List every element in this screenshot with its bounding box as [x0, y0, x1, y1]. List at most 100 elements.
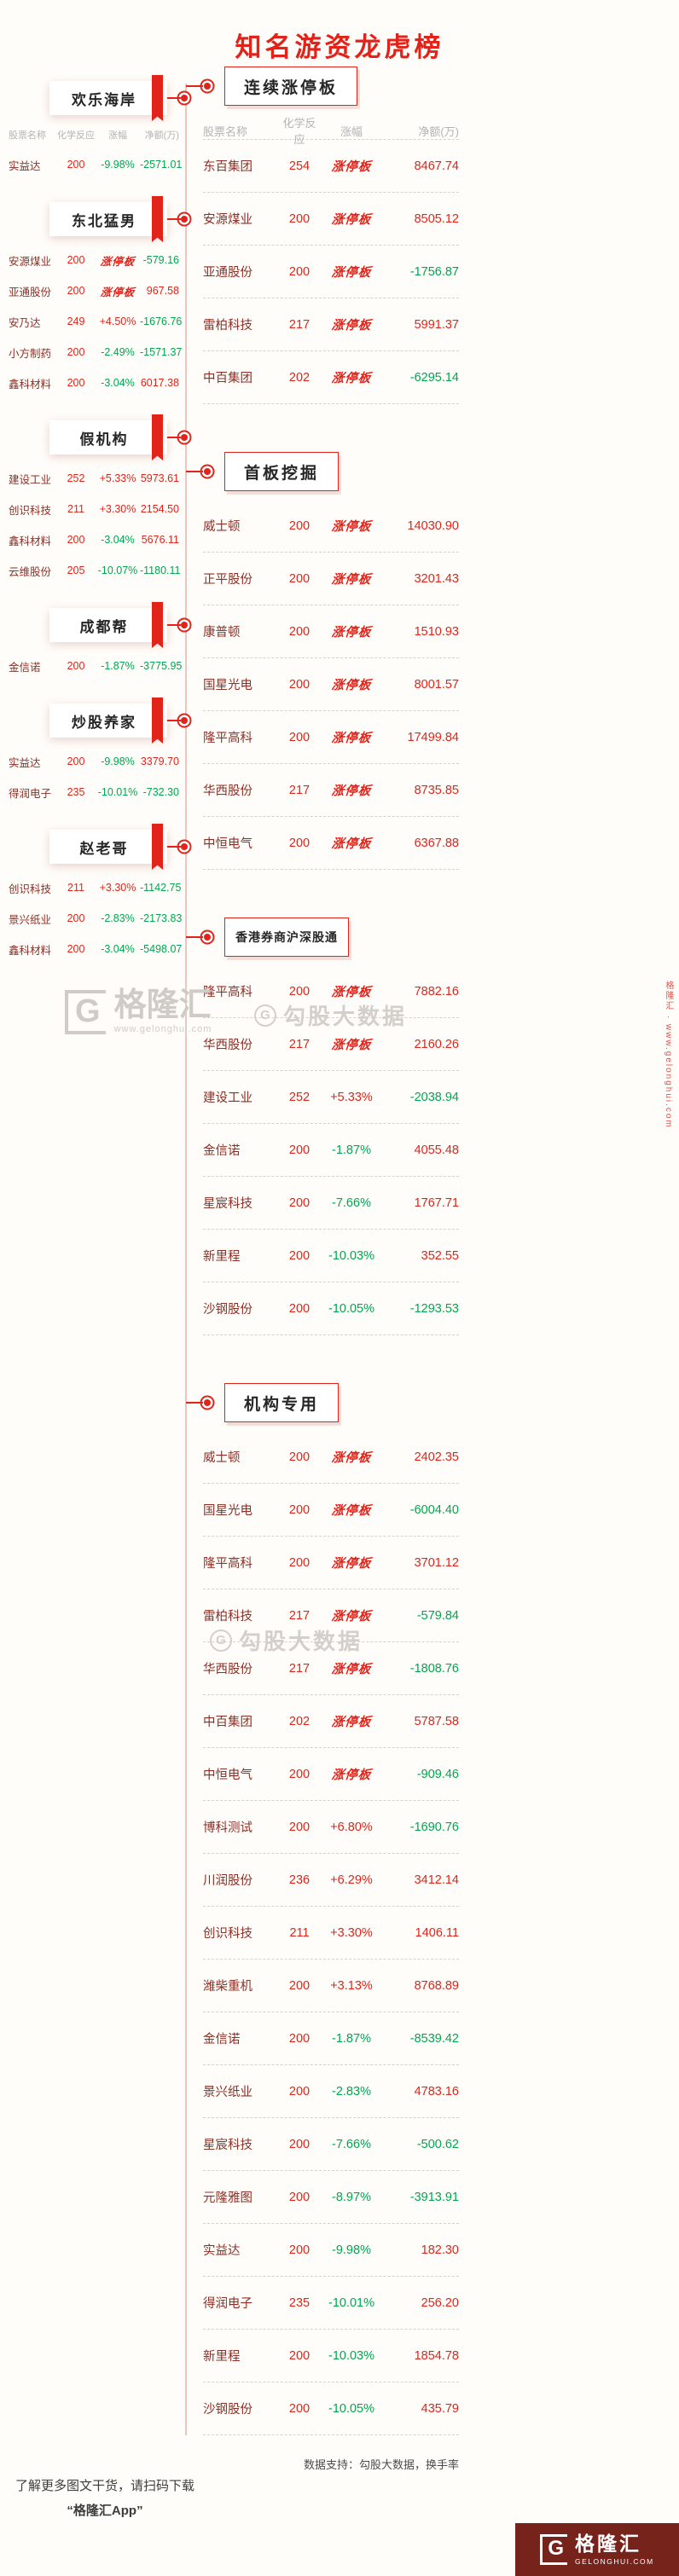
- limit-up-badge: 涨停板: [330, 837, 372, 851]
- chemical-reaction-value: 249: [67, 315, 85, 327]
- chemical-reaction-value: 200: [67, 534, 85, 546]
- change-value: +5.33%: [330, 1090, 373, 1104]
- chemical-reaction-value: 200: [288, 2190, 310, 2204]
- change-cell: -1.87%: [96, 660, 140, 672]
- stock-name: 隆平高科: [203, 986, 252, 999]
- stock-name: 云维股份: [9, 565, 52, 578]
- gelonghui-g-icon: G: [540, 2534, 567, 2565]
- stock-name: 金信诺: [9, 661, 41, 674]
- section-header: 假机构: [49, 414, 188, 460]
- left-section: 炒股养家 实益达 200 -9.98% 3379.70 得润电子 235 -10.01% -73…: [9, 698, 188, 808]
- stock-name: 得润电子: [9, 787, 52, 800]
- change-cell: +3.30%: [321, 1926, 382, 1940]
- stock-row: 创识科技 211 +3.30% 1406.11: [203, 1907, 459, 1959]
- stock-row: 景兴纸业 200 -2.83% -2173.83: [9, 903, 182, 934]
- column-headers: 股票名称 化学反应 涨幅 净额(万): [203, 114, 459, 146]
- limit-up-badge: 涨停板: [330, 679, 372, 692]
- change-value: -1.87%: [332, 2031, 371, 2046]
- stock-row: 创识科技 211 +3.30% 2154.50: [9, 494, 179, 524]
- net-amount: 6367.88: [414, 836, 459, 850]
- chemical-reaction-value: 200: [288, 677, 310, 692]
- net-amount: -579.84: [416, 1608, 459, 1623]
- connector-node-icon: [181, 717, 188, 724]
- change-value: -10.05%: [328, 1301, 374, 1316]
- chemical-reaction-value: 211: [67, 882, 84, 894]
- change-cell: 涨停板: [321, 1448, 382, 1466]
- change-value: -9.98%: [101, 159, 135, 171]
- chemical-reaction-value: 200: [288, 984, 310, 999]
- chemical-reaction-value: 200: [67, 943, 85, 955]
- limit-up-badge: 涨停板: [330, 213, 372, 227]
- net-amount: -5498.07: [140, 943, 183, 955]
- stock-row: 华西股份 217 涨停板 2160.26: [203, 1018, 459, 1071]
- stock-name: 正平股份: [203, 573, 252, 587]
- change-value: -10.03%: [328, 2348, 374, 2363]
- stock-name: 国星光电: [203, 679, 252, 692]
- change-cell: -7.66%: [321, 1196, 382, 1210]
- change-cell: -3.04%: [96, 377, 140, 389]
- stock-name: 鑫科材料: [9, 944, 52, 957]
- chemical-reaction-value: 205: [67, 564, 85, 576]
- change-cell: 涨停板: [321, 834, 382, 852]
- column-header: 股票名称: [203, 124, 248, 138]
- chemical-reaction-value: 200: [288, 2243, 310, 2257]
- column-header: 涨幅: [340, 124, 363, 138]
- chemical-reaction-value: 200: [67, 346, 85, 358]
- chemical-reaction-value: 252: [288, 1090, 310, 1104]
- net-amount: 8001.57: [414, 677, 459, 692]
- promo-line2: “格隆汇App”: [67, 2503, 143, 2518]
- chemical-reaction-value: 200: [67, 660, 85, 672]
- change-value: -10.03%: [328, 1248, 374, 1263]
- chemical-reaction-value: 235: [67, 786, 85, 798]
- stock-row: 潍柴重机 200 +3.13% 8768.89: [203, 1959, 459, 2012]
- net-amount: -1293.53: [409, 1301, 459, 1316]
- change-cell: 涨停板: [321, 622, 382, 640]
- ribbon-flag-icon: [152, 824, 163, 870]
- change-value: -2.83%: [332, 2084, 371, 2098]
- net-amount: 4055.48: [414, 1143, 459, 1157]
- net-amount: -1808.76: [409, 1661, 459, 1676]
- net-amount: -1690.76: [409, 1820, 459, 1834]
- stock-row: 创识科技 211 +3.30% -1142.75: [9, 872, 181, 903]
- stock-name: 新里程: [203, 1250, 241, 1264]
- change-cell: 涨停板: [321, 1765, 382, 1783]
- change-value: -10.01%: [328, 2295, 374, 2310]
- net-amount: 967.58: [146, 285, 179, 297]
- stock-row: 雷柏科技 217 涨停板 -579.84: [203, 1589, 459, 1642]
- chemical-reaction-value: 200: [288, 1450, 310, 1464]
- limit-up-badge: 涨停板: [330, 1039, 372, 1052]
- stock-row: 实益达 200 -9.98% 182.30: [203, 2224, 459, 2277]
- stock-name: 东百集团: [203, 160, 252, 174]
- connector-node-icon: [204, 83, 211, 90]
- left-section: 成都帮 金信诺 200 -1.87% -3775.95: [9, 602, 188, 681]
- stock-name: 新里程: [203, 2350, 241, 2364]
- chemical-reaction-value: 200: [67, 755, 85, 767]
- stock-name: 金信诺: [203, 1144, 241, 1158]
- chemical-reaction-value: 211: [67, 503, 84, 515]
- change-cell: -10.03%: [321, 2349, 382, 2363]
- change-cell: 涨停板: [321, 1501, 382, 1519]
- column-header: 化学反应: [57, 130, 95, 141]
- stock-row: 星宸科技 200 -7.66% 1767.71: [203, 1177, 459, 1230]
- limit-up-badge: 涨停板: [330, 319, 372, 333]
- change-cell: +6.29%: [321, 1873, 382, 1887]
- limit-up-badge: 涨停板: [330, 1663, 372, 1676]
- connector-node-icon: [181, 95, 188, 101]
- change-cell: 涨停板: [96, 283, 140, 299]
- change-value: +5.33%: [99, 472, 136, 484]
- stock-name: 创识科技: [9, 883, 52, 895]
- chemical-reaction-value: 202: [288, 370, 310, 385]
- chemical-reaction-value: 217: [288, 1661, 310, 1676]
- stock-row: 建设工业 252 +5.33% -2038.94: [203, 1071, 459, 1124]
- section-header: 东北猛男: [49, 196, 188, 242]
- right-section: 机构专用 威士顿 200 涨停板 2402.35 国星光电 200 涨停板 -6004.40 隆平…: [186, 1383, 459, 2435]
- net-amount: 4783.16: [414, 2084, 459, 2098]
- chemical-reaction-value: 200: [288, 211, 310, 226]
- net-amount: 6017.38: [140, 377, 179, 389]
- net-amount: -2571.01: [140, 159, 183, 171]
- net-amount: -1676.76: [140, 315, 183, 327]
- change-cell: -3.04%: [96, 534, 140, 546]
- section-title: 首板挖掘: [224, 452, 340, 491]
- stock-name: 沙钢股份: [203, 2403, 252, 2417]
- change-value: -1.87%: [332, 1143, 371, 1157]
